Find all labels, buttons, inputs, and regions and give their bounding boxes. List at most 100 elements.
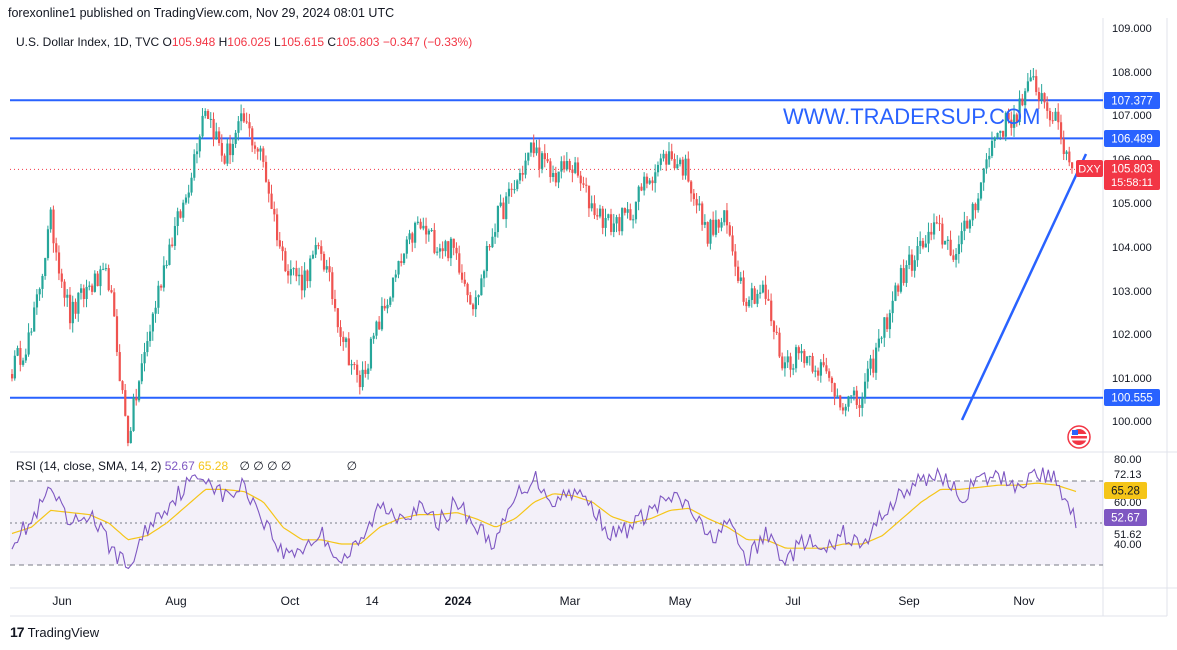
candle-body xyxy=(1048,110,1052,121)
candle-body xyxy=(347,338,350,366)
us-flag-icon[interactable] xyxy=(1067,425,1091,449)
candle-body xyxy=(549,161,552,177)
candle-body xyxy=(872,358,875,373)
candle-body xyxy=(483,271,486,279)
candle-body xyxy=(552,172,555,177)
candle-body xyxy=(982,168,985,183)
candle-body xyxy=(206,111,210,119)
badge-bg xyxy=(1104,92,1160,109)
candle-body xyxy=(919,240,922,246)
time-label: Jun xyxy=(52,594,71,608)
candle-body xyxy=(107,268,110,291)
candle-body xyxy=(474,297,477,310)
candle-body xyxy=(378,321,381,330)
close-label: C xyxy=(327,35,337,49)
candle-body xyxy=(30,331,33,333)
candle-body xyxy=(817,370,820,376)
candle-body xyxy=(1037,91,1041,101)
candle-body xyxy=(1054,111,1057,121)
candle-body xyxy=(295,268,298,277)
candle-body xyxy=(121,381,124,391)
candle-body xyxy=(808,356,811,358)
candle-body xyxy=(880,337,883,339)
publisher-header: forexonline1 published on TradingView.co… xyxy=(8,6,395,20)
price-badge-107377: 107.377 xyxy=(1104,92,1160,109)
candle-body xyxy=(226,143,229,164)
candle-body xyxy=(146,341,149,353)
candle-body xyxy=(88,285,91,287)
candle-body xyxy=(709,219,712,244)
badge-bg xyxy=(1104,160,1160,190)
candle-body xyxy=(629,209,632,221)
candle-body xyxy=(287,271,290,276)
candle-body xyxy=(811,356,814,372)
candle-body xyxy=(281,246,284,252)
candle-body xyxy=(218,131,221,144)
candle-body xyxy=(350,364,353,366)
tradingview-footer[interactable]: 17 TradingView xyxy=(10,624,99,640)
candle-body xyxy=(425,225,428,235)
candle-body xyxy=(706,222,709,244)
candle-body xyxy=(739,277,742,281)
candle-body xyxy=(637,186,640,202)
candle-body xyxy=(615,217,618,224)
candle-body xyxy=(52,209,55,244)
candle-body xyxy=(543,153,546,160)
candle-body xyxy=(115,316,119,353)
candle-body xyxy=(905,265,908,283)
candle-body xyxy=(171,244,174,246)
symbol-legend: U.S. Dollar Index, 1D, TVC O105.948 H106… xyxy=(16,35,472,49)
candle-body xyxy=(444,241,447,252)
candle-body xyxy=(888,313,892,330)
candle-body xyxy=(921,240,925,248)
candle-body xyxy=(256,148,259,152)
rsi-value-badge-label: 52.67 xyxy=(1111,513,1140,525)
candle-body xyxy=(803,350,806,364)
candle-body xyxy=(91,285,94,292)
candle-body xyxy=(33,307,36,332)
candle-body xyxy=(157,285,160,308)
candle-body xyxy=(847,396,850,407)
price-tick: 102.000 xyxy=(1112,329,1152,341)
candle-body xyxy=(471,304,475,310)
candle-body xyxy=(1062,138,1065,155)
candle-body xyxy=(383,305,386,309)
low-value: 105.615 xyxy=(280,35,325,49)
candle-body xyxy=(775,331,778,333)
candle-body xyxy=(877,338,880,348)
candle-body xyxy=(488,245,491,248)
candle-body xyxy=(480,278,483,296)
candle-body xyxy=(438,248,442,252)
candle-body xyxy=(1021,98,1024,106)
candle-body xyxy=(1010,119,1013,128)
ascending-trendline[interactable] xyxy=(960,153,1088,421)
symbol-name: U.S. Dollar Index, 1D, TVC xyxy=(16,35,160,49)
candle-body xyxy=(204,111,207,116)
candle-body xyxy=(598,208,602,217)
rsi-axis: 80.00 72.13 60.00 51.62 40.00 xyxy=(1114,454,1142,551)
candle-body xyxy=(692,193,696,200)
candle-body xyxy=(507,188,511,197)
candle-body xyxy=(681,159,684,176)
candle-body xyxy=(913,260,916,271)
candle-body xyxy=(527,152,530,161)
candle-body xyxy=(560,161,563,172)
candle-body xyxy=(74,301,77,314)
candle-body xyxy=(433,230,436,253)
candle-body xyxy=(187,192,190,198)
candle-body xyxy=(590,203,593,209)
badge-label: 100.555 xyxy=(1111,393,1153,405)
candle-body xyxy=(267,181,270,194)
candle-body xyxy=(971,203,974,221)
price-tick: 103.000 xyxy=(1112,286,1152,298)
candle-body xyxy=(463,279,466,284)
candle-body xyxy=(828,371,831,378)
candle-body xyxy=(237,121,240,133)
candle-body xyxy=(632,219,635,221)
candle-body xyxy=(792,368,795,370)
candle-body xyxy=(783,362,787,369)
candle-body xyxy=(165,264,168,266)
candle-body xyxy=(60,273,63,282)
candle-body xyxy=(245,121,248,123)
